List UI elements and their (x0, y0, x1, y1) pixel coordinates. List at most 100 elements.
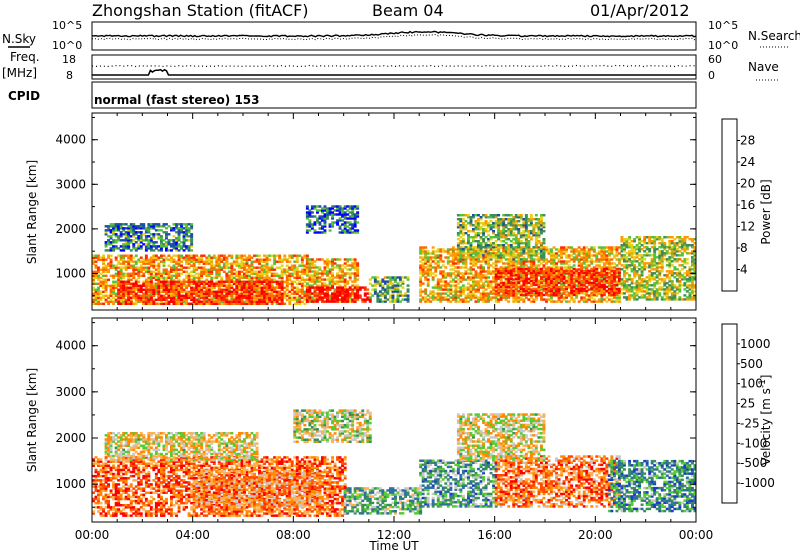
heatmap-cell (323, 272, 327, 275)
heatmap-cell (197, 296, 201, 300)
heatmap-cell (230, 290, 234, 294)
heatmap-cell (464, 224, 468, 227)
heatmap-cell (607, 290, 611, 293)
heatmap-cell (519, 278, 523, 281)
heatmap-cell (368, 282, 372, 285)
heatmap-cell (300, 300, 304, 304)
heatmap-cell (117, 296, 121, 300)
heatmap-cell (278, 284, 282, 288)
heatmap-cell (570, 254, 574, 257)
heatmap-cell (607, 250, 611, 253)
heatmap-cell (212, 276, 216, 280)
heatmap-cell (149, 294, 153, 298)
heatmap-cell (479, 236, 483, 239)
heatmap-cell (537, 285, 541, 289)
heatmap-cell (504, 267, 508, 271)
heatmap-cell (502, 262, 506, 265)
heatmap-cell (205, 296, 209, 300)
heatmap-cell (97, 296, 100, 300)
heatmap-cell (180, 298, 184, 302)
heatmap-cell (134, 266, 138, 269)
heatmap-cell (192, 300, 196, 304)
heatmap-cell (172, 288, 176, 292)
heatmap-cell (222, 282, 226, 286)
heatmap-cell (469, 298, 473, 301)
heatmap-cell (295, 272, 299, 276)
heatmap-cell (212, 266, 216, 269)
heatmap-cell (595, 292, 599, 295)
heatmap-cell (424, 278, 428, 281)
heatmap-cell (613, 269, 616, 273)
heatmap-cell (542, 230, 546, 233)
heatmap-cell (524, 293, 528, 297)
heatmap-cell (122, 290, 126, 294)
heatmap-cell (575, 269, 579, 273)
heatmap-cell (532, 287, 536, 291)
heatmap-cell (507, 214, 511, 217)
heatmap-cell (348, 286, 352, 289)
heatmap-cell (210, 288, 214, 292)
heatmap-cell (605, 285, 609, 289)
nsky-label: N.Sky (2, 32, 36, 46)
heatmap-cell (288, 276, 292, 280)
heatmap-cell (492, 286, 496, 289)
heatmap-cell (555, 289, 559, 293)
heatmap-cell (534, 298, 538, 301)
heatmap-cell (109, 294, 113, 298)
heatmap-cell (132, 256, 136, 259)
heatmap-cell (527, 285, 531, 289)
heatmap-cell (92, 278, 95, 282)
heatmap-cell (154, 292, 158, 296)
heatmap-cell (429, 300, 433, 303)
heatmap-cell (137, 284, 141, 288)
heatmap-cell (419, 266, 423, 269)
heatmap-cell (459, 280, 463, 283)
heatmap-cell (326, 278, 329, 281)
heatmap-cell (275, 266, 279, 269)
heatmap-cell (265, 300, 269, 304)
heatmap-cell (421, 266, 425, 269)
heatmap-cell (519, 276, 523, 279)
heatmap-cell (137, 300, 141, 304)
heatmap-cell (305, 262, 309, 265)
heatmap-cell (144, 300, 148, 304)
heatmap-cell (255, 270, 259, 274)
heatmap-cell (109, 286, 113, 290)
heatmap-cell (487, 272, 491, 275)
heatmap-cell (182, 266, 186, 269)
heatmap-cell (580, 248, 584, 251)
heatmap-cell (580, 286, 584, 289)
heatmap-cell (585, 300, 589, 303)
heatmap-cell (152, 262, 156, 265)
heatmap-cell (522, 230, 526, 233)
heatmap-cell (260, 276, 264, 280)
heatmap-cell (456, 266, 460, 269)
heatmap-cell (165, 276, 168, 280)
heatmap-cell (175, 274, 179, 278)
heatmap-cell (260, 272, 264, 276)
heatmap-cell (162, 264, 166, 267)
heatmap-cell (391, 278, 395, 281)
heatmap-cell (97, 276, 100, 280)
heatmap-cell (534, 218, 538, 221)
heatmap-cell (477, 260, 480, 263)
heatmap-cell (182, 282, 186, 286)
heatmap-cell (517, 228, 521, 231)
heatmap-cell (104, 270, 108, 274)
heatmap-cell (190, 280, 194, 284)
heatmap-cell (449, 248, 453, 251)
heatmap-cell (117, 276, 121, 280)
heatmap-cell (245, 262, 249, 265)
heatmap-cell (376, 282, 380, 285)
heatmap-cell (202, 266, 206, 269)
heatmap-cell (139, 286, 143, 290)
freq-unit: [MHz] (2, 66, 37, 80)
heatmap-cell (517, 280, 521, 283)
heatmap-cell (250, 262, 254, 265)
heatmap-cell (567, 267, 571, 271)
heatmap-cell (348, 264, 352, 267)
heatmap-cell (529, 273, 533, 277)
heatmap-cell (394, 288, 397, 291)
heatmap-cell (464, 286, 468, 289)
heatmap-cell (343, 258, 347, 261)
